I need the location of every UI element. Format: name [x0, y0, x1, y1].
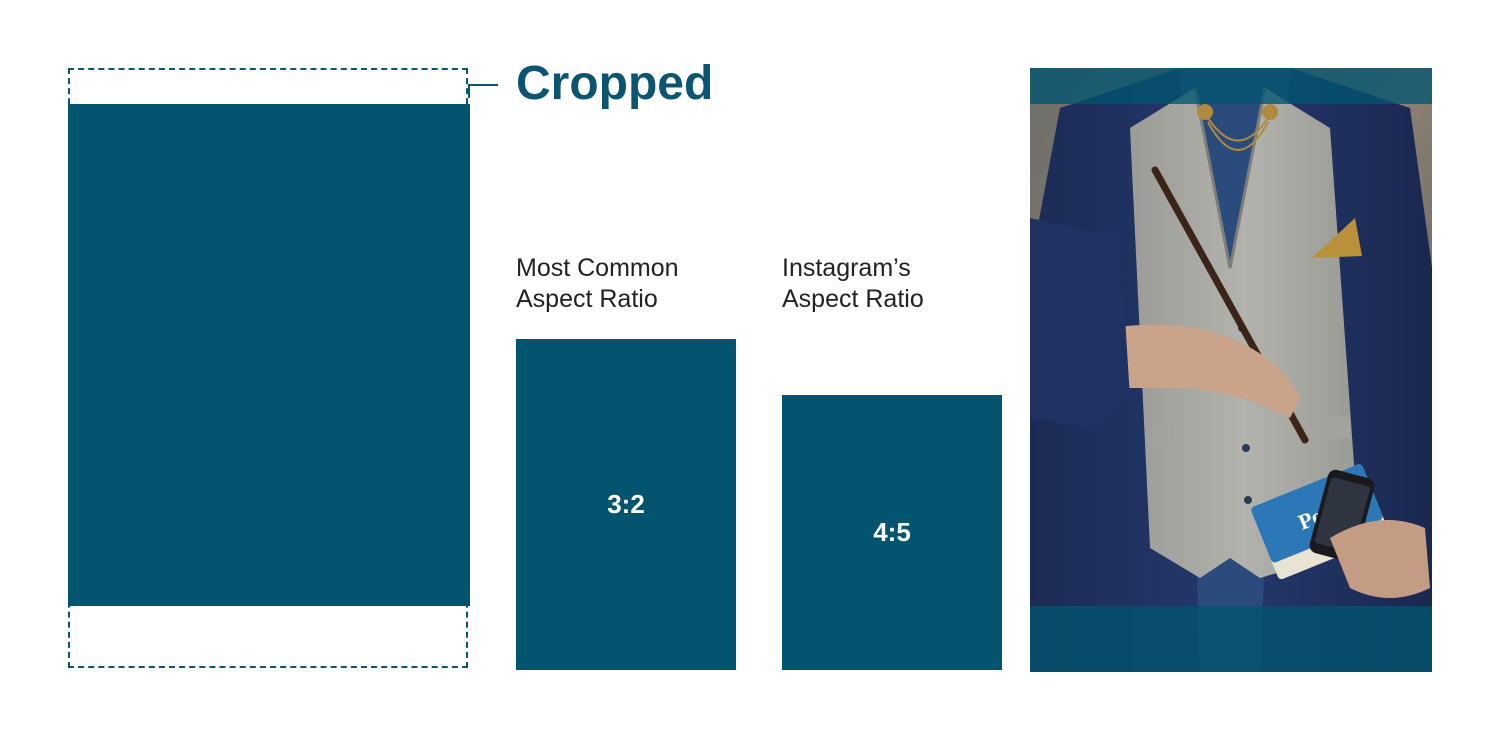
- cropped-title: Cropped: [516, 57, 714, 110]
- photo-illustration: Potter: [1030, 68, 1432, 672]
- ratio-box-3-2: 3:2: [516, 339, 736, 670]
- title-connector-line: [468, 84, 498, 98]
- ratio-text-3-2: 3:2: [607, 489, 645, 519]
- crop-overlay-bottom: [1030, 606, 1432, 672]
- instagram-ratio-label: Instagram’s Aspect Ratio: [782, 253, 1022, 315]
- cropped-area-block: [68, 104, 470, 606]
- most-common-label-line-1: Most Common: [516, 254, 679, 282]
- ratio-text-4-5: 4:5: [873, 517, 911, 547]
- example-photo: Potter: [1030, 68, 1432, 672]
- instagram-label-line-1: Instagram’s: [782, 254, 911, 282]
- most-common-ratio-label: Most Common Aspect Ratio: [516, 253, 756, 315]
- ratio-box-4-5: 4:5: [782, 395, 1002, 670]
- crop-overlay-top: [1030, 68, 1432, 104]
- instagram-label-line-2: Aspect Ratio: [782, 285, 924, 313]
- most-common-label-line-2: Aspect Ratio: [516, 285, 658, 313]
